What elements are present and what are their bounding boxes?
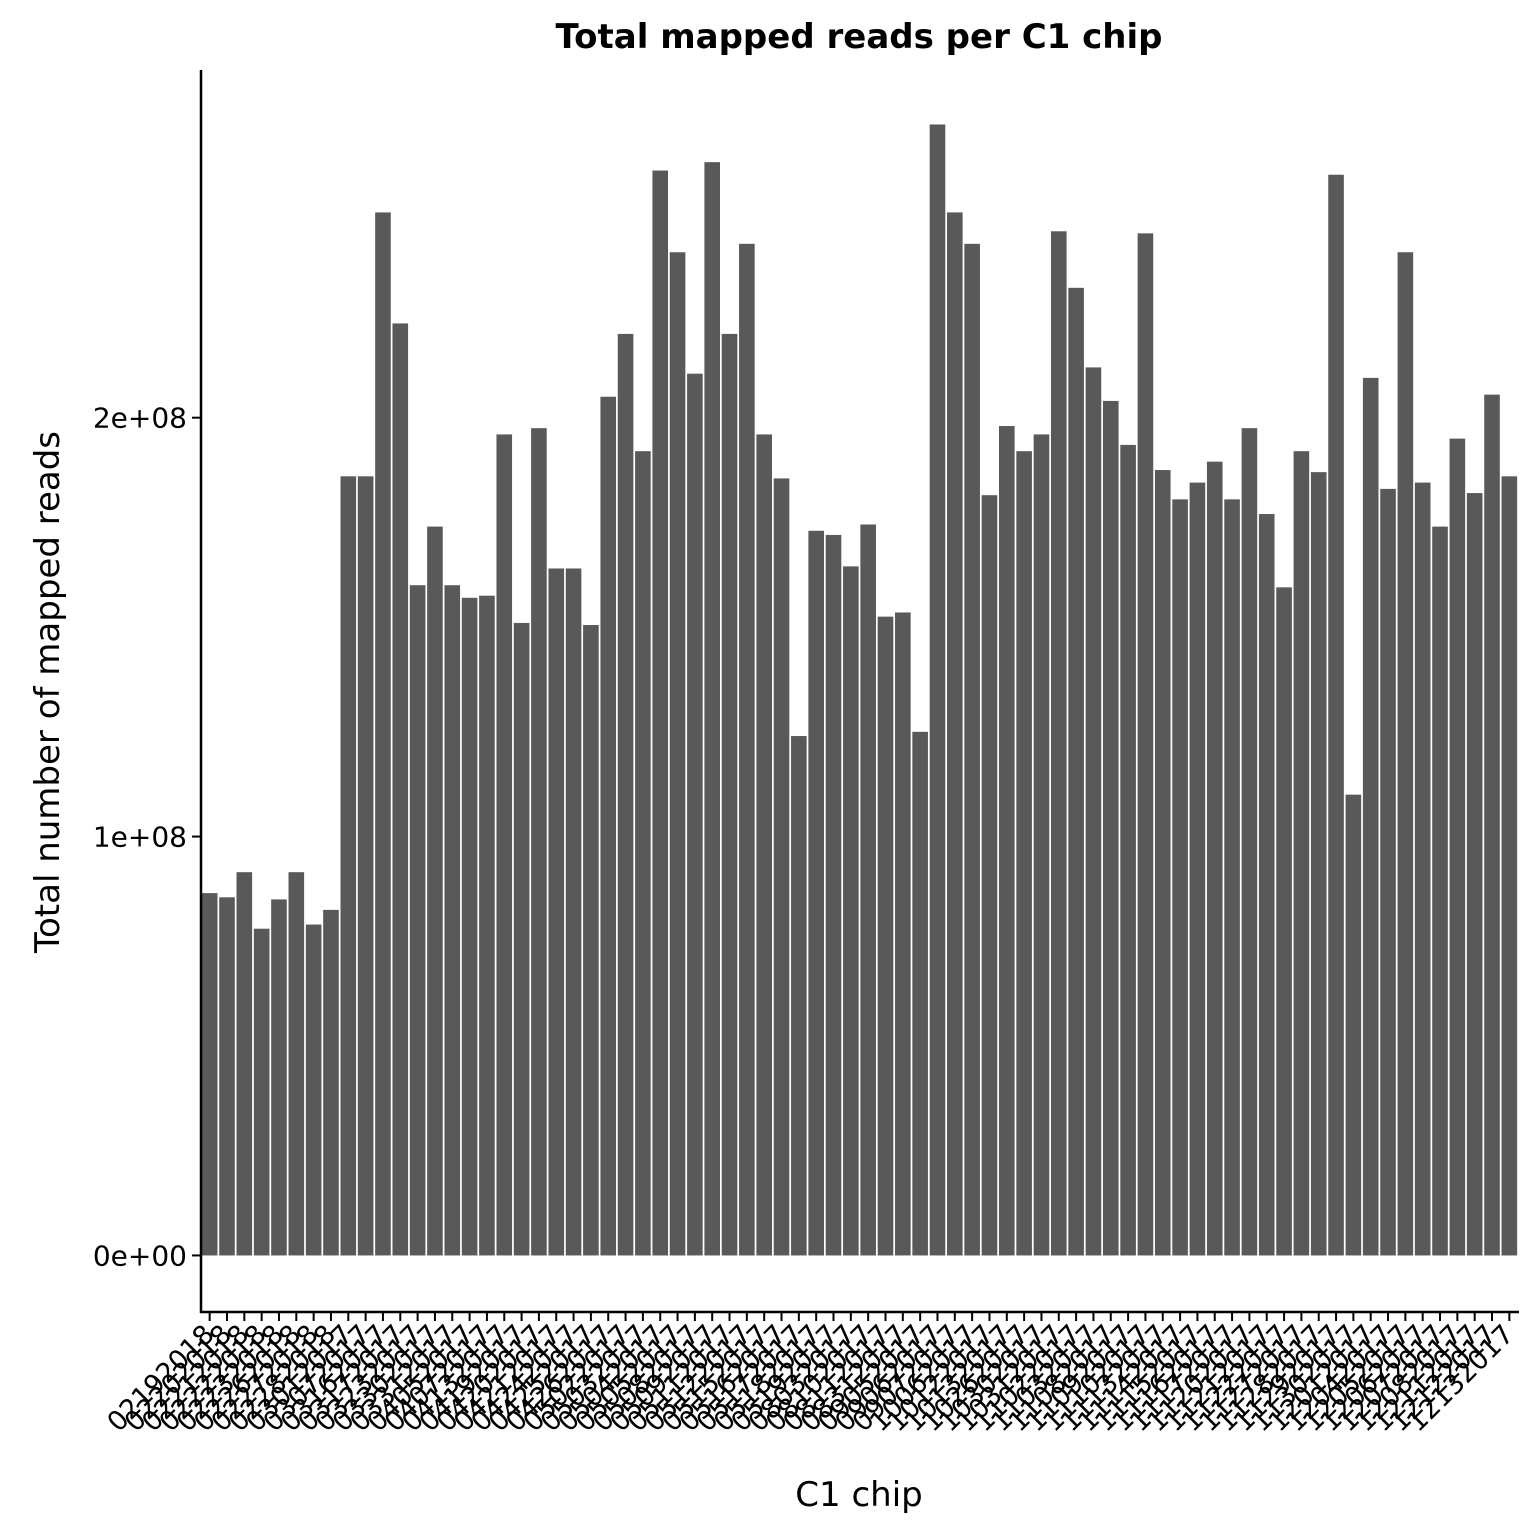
bar [496,434,513,1256]
bar [617,333,634,1256]
bar [461,597,478,1256]
bar [912,731,928,1256]
x-ticks-group: 0219201802202018022120180222201802232018… [102,1312,1520,1438]
bar [1120,444,1136,1256]
y-ticks-group: 0e+00 1e+08 2e+08 [93,402,201,1272]
bar [271,899,287,1256]
bar [1293,451,1310,1256]
bar [375,212,391,1256]
bar [895,612,911,1256]
bar [340,476,357,1256]
bar [1432,526,1448,1256]
bar [1484,394,1500,1256]
bar [1189,482,1206,1256]
bar [1102,400,1119,1256]
bar [825,534,842,1256]
bar [773,478,790,1256]
bar [409,585,426,1256]
y-tick-label: 0e+00 [93,1239,187,1272]
bar [531,428,547,1256]
bar [756,434,772,1256]
bar [739,243,755,1256]
y-tick-label: 2e+08 [93,402,187,435]
bar [357,476,374,1256]
bar [964,243,980,1256]
bar [583,625,599,1256]
bar [1016,451,1032,1256]
bar [305,924,322,1256]
bar [1172,499,1188,1256]
bar [1241,428,1258,1256]
bar [1397,252,1414,1256]
bar [1466,493,1483,1256]
bar [1206,461,1223,1256]
x-axis-label: C1 chip [795,1475,922,1515]
bar [1068,287,1084,1256]
bar [323,909,339,1256]
bar [1154,470,1171,1256]
bar [253,928,270,1256]
bars-group [201,124,1518,1256]
bar [548,568,565,1256]
bar [687,373,703,1256]
bar [791,736,807,1256]
bar [288,872,305,1256]
bar [1449,438,1466,1256]
bar [1380,488,1396,1256]
bar [704,162,721,1256]
bar [860,524,876,1256]
chart-title: Total mapped reads per C1 chip [556,17,1163,57]
bar [1085,367,1102,1256]
bar [479,595,495,1256]
bar [1345,794,1362,1256]
bar [999,426,1015,1256]
bar [1258,514,1275,1256]
bar [1501,476,1518,1256]
y-tick-label: 1e+08 [93,821,187,854]
bar [843,566,859,1256]
bar [201,893,218,1256]
bar [565,568,582,1256]
bar [877,616,894,1256]
y-axis-label: Total number of mapped reads [28,431,68,954]
bar [1414,482,1431,1256]
bar [1033,434,1050,1256]
bar [236,872,253,1256]
bar [635,451,651,1256]
bar [600,396,617,1256]
bar [427,526,443,1256]
bar [947,212,963,1256]
bar [929,124,946,1256]
bar [1310,472,1327,1256]
bar [1137,233,1154,1256]
bar [669,252,686,1256]
bar [392,323,409,1256]
bar [1328,174,1344,1256]
bar [1362,377,1379,1256]
bar [808,530,824,1256]
bar [981,495,998,1256]
bar [1276,587,1292,1256]
bar [652,170,669,1256]
axes-group [199,70,1519,1314]
bar [513,622,530,1256]
bar [219,897,235,1256]
bar [1224,499,1240,1256]
bar [1050,231,1067,1256]
bar [444,585,461,1256]
bar [721,333,738,1256]
